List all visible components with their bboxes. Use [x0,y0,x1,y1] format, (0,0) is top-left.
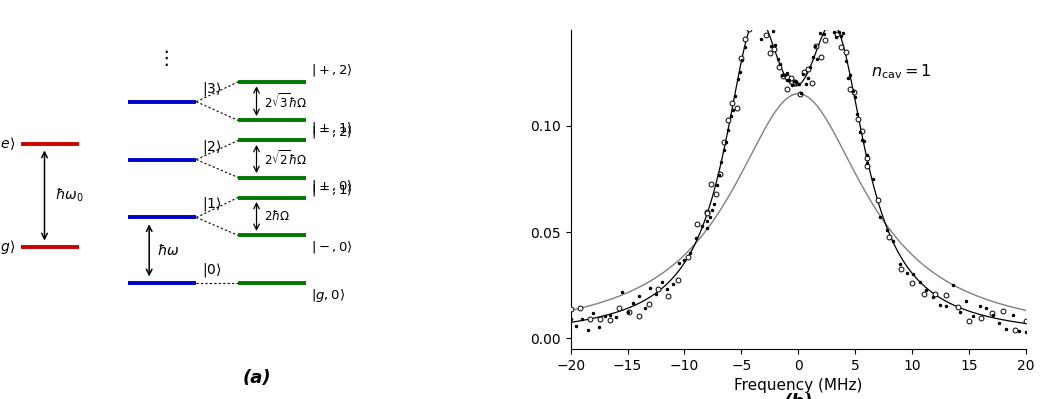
Text: $\hbar\omega$: $\hbar\omega$ [157,243,180,258]
Text: $|+,1\rangle$: $|+,1\rangle$ [312,120,354,136]
Text: $|+,2\rangle$: $|+,2\rangle$ [312,62,354,78]
Text: $|2\rangle$: $|2\rangle$ [201,138,221,156]
Text: $|e\rangle$: $|e\rangle$ [0,134,16,153]
Text: $2\hbar\Omega$: $2\hbar\Omega$ [264,209,291,223]
Text: $|g\rangle$: $|g\rangle$ [0,238,16,257]
Text: $|3\rangle$: $|3\rangle$ [201,80,221,98]
Text: (a): (a) [242,369,271,387]
Text: $2\sqrt{2}\hbar\Omega$: $2\sqrt{2}\hbar\Omega$ [264,150,308,168]
X-axis label: Frequency (MHz): Frequency (MHz) [734,378,863,393]
Text: $\vdots$: $\vdots$ [156,48,169,68]
Text: $\hbar\omega_0$: $\hbar\omega_0$ [54,187,84,204]
Text: $|1\rangle$: $|1\rangle$ [201,196,221,213]
Text: $|+,0\rangle$: $|+,0\rangle$ [312,178,354,194]
Text: $n_{\mathrm{cav}} = 1$: $n_{\mathrm{cav}} = 1$ [871,62,932,81]
Text: $|0\rangle$: $|0\rangle$ [201,261,221,279]
Text: $|-,2\rangle$: $|-,2\rangle$ [312,124,354,140]
Text: $2\sqrt{3}\hbar\Omega$: $2\sqrt{3}\hbar\Omega$ [264,92,308,111]
Text: (b): (b) [783,393,814,399]
Text: $|-,1\rangle$: $|-,1\rangle$ [312,182,354,198]
Text: $|-,0\rangle$: $|-,0\rangle$ [312,239,354,255]
Text: $|g,0\rangle$: $|g,0\rangle$ [312,287,346,304]
